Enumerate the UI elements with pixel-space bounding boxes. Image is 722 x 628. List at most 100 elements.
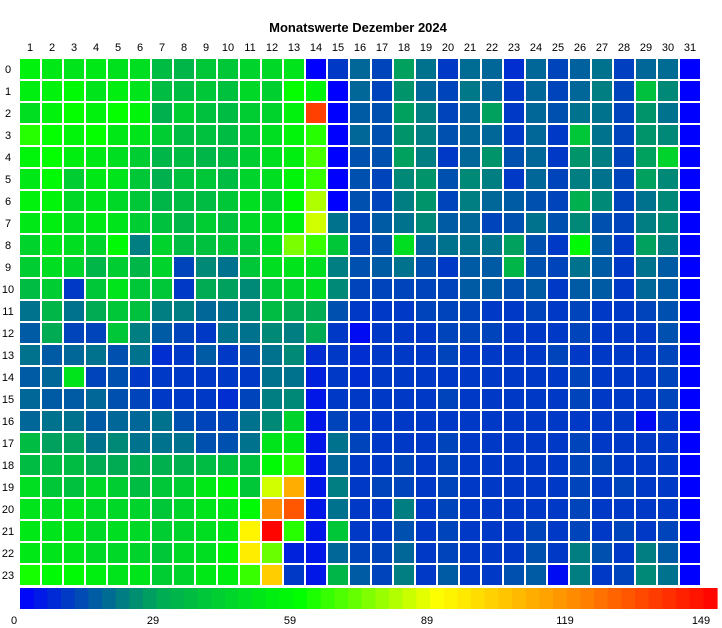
heatmap-cell: [262, 345, 282, 365]
x-tick-label: 24: [530, 42, 542, 54]
heatmap-cell: [636, 565, 656, 585]
x-tick-label: 30: [662, 42, 674, 54]
heatmap-cell: [152, 389, 172, 409]
heatmap-cell: [130, 81, 150, 101]
heatmap-cell: [416, 389, 436, 409]
heatmap-cell: [614, 257, 634, 277]
heatmap-cell: [416, 323, 436, 343]
heatmap-cell: [284, 367, 304, 387]
heatmap-cell: [284, 543, 304, 563]
heatmap-cell: [394, 147, 414, 167]
heatmap-cell: [262, 257, 282, 277]
heatmap-cell: [328, 521, 348, 541]
heatmap-cell: [218, 455, 238, 475]
heatmap-cell: [570, 565, 590, 585]
heatmap-cell: [218, 169, 238, 189]
heatmap-cell: [218, 477, 238, 497]
heatmap-cell: [174, 477, 194, 497]
heatmap-cell: [636, 477, 656, 497]
heatmap-cell: [350, 543, 370, 563]
heatmap-cell: [680, 411, 700, 431]
heatmap-cell: [64, 257, 84, 277]
heatmap-cell: [130, 499, 150, 519]
heatmap-cell: [20, 169, 40, 189]
heatmap-cell: [394, 521, 414, 541]
heatmap-cell: [592, 279, 612, 299]
heatmap-cell: [20, 191, 40, 211]
heatmap-cell: [526, 389, 546, 409]
heatmap-cell: [262, 147, 282, 167]
heatmap-cell: [240, 279, 260, 299]
heatmap-cell: [548, 279, 568, 299]
heatmap-cell: [548, 477, 568, 497]
heatmap-cell: [570, 81, 590, 101]
heatmap-cell: [636, 367, 656, 387]
heatmap-cell: [636, 411, 656, 431]
heatmap-cell: [460, 543, 480, 563]
heatmap-cell: [86, 301, 106, 321]
heatmap-cell: [350, 235, 370, 255]
heatmap-cell: [108, 345, 128, 365]
heatmap-cell: [42, 455, 62, 475]
heatmap-cell: [108, 301, 128, 321]
heatmap-cell: [174, 367, 194, 387]
heatmap-cell: [196, 191, 216, 211]
heatmap-cell: [306, 455, 326, 475]
heatmap-cell: [64, 389, 84, 409]
heatmap-cell: [20, 323, 40, 343]
heatmap-cell: [504, 521, 524, 541]
heatmap-cell: [174, 411, 194, 431]
colorbar-swatch: [348, 588, 363, 609]
heatmap-cell: [394, 367, 414, 387]
heatmap-cell: [152, 367, 172, 387]
heatmap-cell: [592, 257, 612, 277]
heatmap-cell: [350, 301, 370, 321]
heatmap-cell: [460, 433, 480, 453]
heatmap-cell: [108, 191, 128, 211]
heatmap-cell: [416, 499, 436, 519]
heatmap-cell: [196, 81, 216, 101]
heatmap-cell: [284, 433, 304, 453]
heatmap-cell: [20, 367, 40, 387]
heatmap-cell: [240, 125, 260, 145]
heatmap-cell: [196, 257, 216, 277]
colorbar-swatch: [115, 588, 130, 609]
heatmap-cell: [372, 455, 392, 475]
heatmap-cell: [636, 323, 656, 343]
heatmap-cell: [350, 499, 370, 519]
heatmap-cell: [548, 367, 568, 387]
x-tick-label: 8: [181, 42, 187, 54]
heatmap-cell: [504, 499, 524, 519]
heatmap-cell: [350, 455, 370, 475]
heatmap-cell: [636, 455, 656, 475]
heatmap-cell: [438, 103, 458, 123]
heatmap-cell: [174, 455, 194, 475]
heatmap-cell: [240, 191, 260, 211]
heatmap-cell: [350, 521, 370, 541]
heatmap-cell: [460, 455, 480, 475]
y-tick-label: 12: [2, 328, 14, 340]
heatmap-cell: [482, 279, 502, 299]
heatmap-cell: [350, 103, 370, 123]
heatmap-cell: [416, 213, 436, 233]
heatmap-cell: [416, 169, 436, 189]
heatmap-cell: [614, 125, 634, 145]
heatmap-cell: [482, 301, 502, 321]
heatmap-cell: [218, 367, 238, 387]
heatmap-cell: [416, 301, 436, 321]
heatmap-cell: [350, 191, 370, 211]
heatmap-cell: [108, 565, 128, 585]
heatmap-cell: [614, 565, 634, 585]
heatmap-cell: [548, 389, 568, 409]
colorbar-swatch: [416, 588, 431, 609]
heatmap-cell: [614, 169, 634, 189]
heatmap-cell: [636, 59, 656, 79]
x-tick-label: 20: [442, 42, 454, 54]
heatmap-cell: [86, 213, 106, 233]
heatmap-cell: [42, 257, 62, 277]
y-tick-label: 0: [5, 64, 11, 76]
heatmap-cell: [438, 455, 458, 475]
heatmap-cell: [108, 477, 128, 497]
heatmap-cell: [592, 367, 612, 387]
heatmap-cell: [504, 257, 524, 277]
